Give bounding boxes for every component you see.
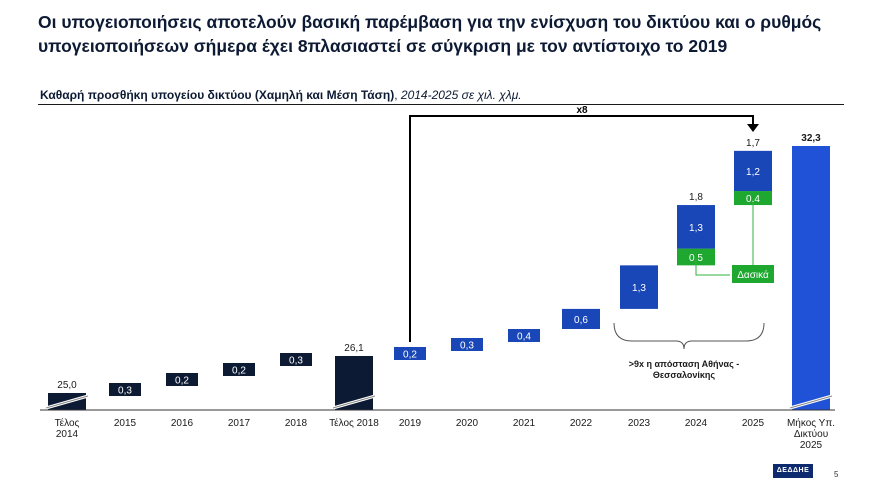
bar-seg-label-6-0: 0,2 [403, 350, 417, 361]
multiplier-arrowhead [747, 124, 759, 132]
bar-seg-label-2-0: 0,2 [175, 376, 189, 387]
bar-seg-11-1 [677, 205, 715, 249]
bar-total-label-11: 1,8 [689, 192, 703, 203]
category-label-0-1: 2014 [56, 429, 79, 440]
bar-seg-label-12-0: 0,4 [746, 194, 760, 205]
multiplier-label: x8 [576, 105, 588, 116]
bar-seg-7-0 [451, 338, 483, 351]
multiplier-arrow [409, 115, 754, 342]
bar-label-total-2018: 26,1 [344, 343, 364, 354]
bar-seg-8-0 [508, 329, 540, 342]
company-logo: ΔΕΔΔΗΕ [773, 464, 813, 478]
category-label-12-0: 2025 [742, 418, 765, 429]
bar-seg-6-0 [394, 347, 426, 360]
forest-connector-2024 [695, 258, 730, 276]
bar-seg-2-0 [166, 373, 198, 386]
brace-label-1: Θεσσαλονίκης [653, 370, 716, 380]
bar-seg-label-12-1: 1,2 [746, 167, 760, 178]
category-label-9-0: 2022 [570, 418, 593, 429]
category-label-13-0: Μήκος Υπ. [787, 417, 835, 429]
bar-seg-label-7-0: 0,3 [460, 341, 474, 352]
bar-seg-label-11-1: 1,3 [689, 223, 703, 234]
subtitle-divider [38, 104, 844, 105]
category-label-1-0: 2015 [114, 418, 137, 429]
bar-seg-9-0 [562, 308, 600, 329]
forest-label: Δασικά [737, 269, 769, 281]
category-label-13-2: 2025 [800, 440, 823, 451]
axis-break-line-0 [45, 395, 89, 409]
bar-seg-label-1-0: 0,3 [118, 386, 132, 397]
brace-2023-2025 [613, 322, 765, 350]
category-label-8-0: 2021 [513, 418, 536, 429]
chart-subtitle-units: 2014-2025 σε χιλ. χλμ. [400, 88, 522, 102]
page-title: Οι υπογειοποιήσεις αποτελούν βασική παρέ… [38, 12, 822, 56]
category-label-4-0: 2018 [285, 418, 308, 429]
category-label-3-0: 2017 [228, 418, 251, 429]
chart-subtitle-separator: , [394, 88, 401, 102]
category-label-10-0: 2023 [628, 418, 651, 429]
chart-subtitle: Καθαρή προσθήκη υπογείου δικτύου (Χαμηλή… [40, 88, 522, 102]
category-label-5-0: Τέλος 2018 [329, 417, 379, 429]
bar-seg-label-9-0: 0,6 [574, 315, 588, 326]
brace-label-0: >9x η απόσταση Αθήνας - [629, 359, 740, 369]
bar-label-total-2014: 25,0 [57, 380, 77, 391]
page-number: 5 [834, 470, 839, 479]
bar-seg-10-0 [620, 265, 658, 309]
axis-break-line-2 [789, 395, 833, 409]
bar-seg-label-8-0: 0,4 [517, 332, 531, 343]
category-label-6-0: 2019 [399, 418, 422, 429]
category-label-11-0: 2024 [685, 418, 708, 429]
bar-seg-label-4-0: 0,3 [289, 356, 303, 367]
bar-seg-3-0 [223, 363, 255, 376]
forest-label-box [732, 265, 774, 283]
bar-seg-4-0 [280, 353, 312, 366]
bar-total-2025 [792, 146, 830, 410]
bar-seg-1-0 [109, 383, 141, 396]
category-label-13-1: Δικτύου [794, 428, 828, 440]
category-label-0-0: Τέλος [55, 417, 80, 429]
axis-break-line-1 [332, 395, 376, 409]
category-label-2-0: 2016 [171, 418, 194, 429]
bar-total-label-12: 1,7 [746, 138, 760, 149]
bar-label-total-2025: 32,3 [801, 133, 821, 144]
category-label-7-0: 2020 [456, 418, 479, 429]
chart-subtitle-main: Καθαρή προσθήκη υπογείου δικτύου (Χαμηλή… [40, 88, 395, 102]
bar-seg-label-3-0: 0,2 [232, 366, 246, 377]
bar-seg-label-10-0: 1,3 [632, 283, 646, 294]
bar-seg-11-0 [677, 248, 715, 266]
bar-seg-12-0 [734, 191, 772, 206]
bar-seg-12-1 [734, 150, 772, 192]
